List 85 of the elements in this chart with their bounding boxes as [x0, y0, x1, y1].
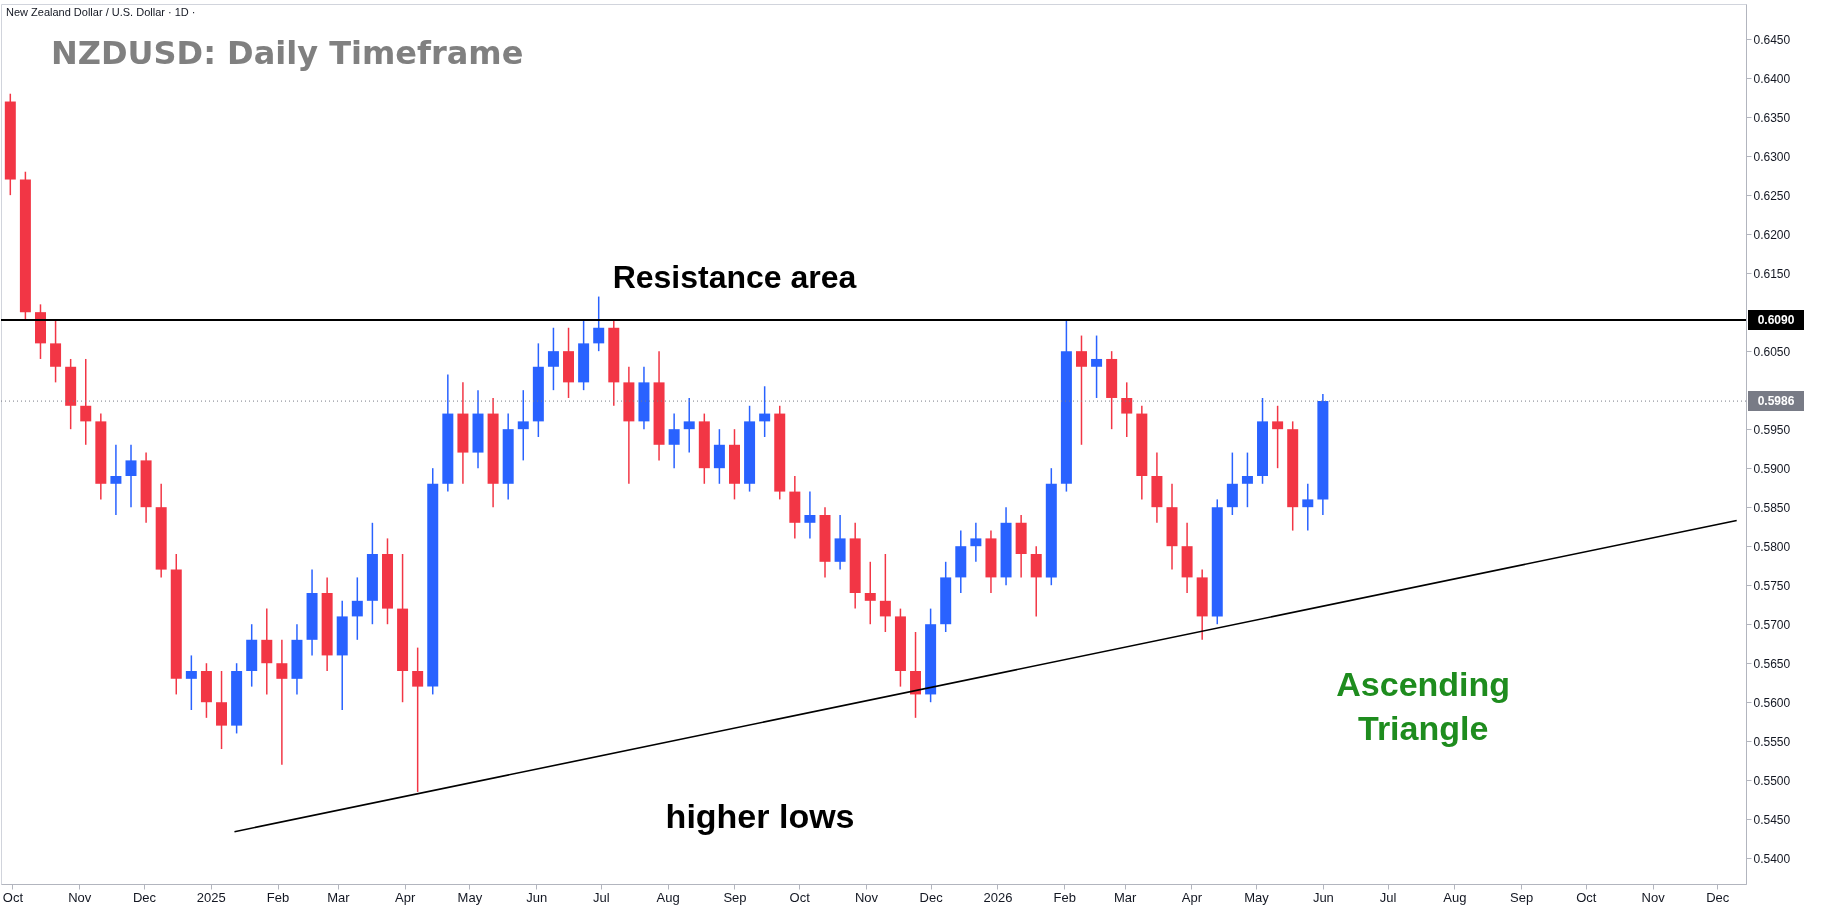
candlestick [683, 397, 695, 454]
candlestick [547, 327, 559, 391]
y-tick-label: 0.6150 [1753, 266, 1791, 281]
candlestick [834, 514, 846, 571]
y-tick-label: 0.5700 [1753, 617, 1791, 632]
y-tick-label: 0.6350 [1753, 110, 1791, 125]
y-tick-label: 0.5950 [1753, 422, 1791, 437]
x-tick-label: Dec [132, 889, 157, 905]
y-tick-label: 0.5650 [1753, 656, 1791, 671]
candlestick [261, 607, 273, 696]
y-tick-label: 0.5450 [1753, 812, 1791, 827]
candlestick [1241, 451, 1253, 508]
y-tick-label: 0.5900 [1753, 461, 1791, 476]
y-tick-label: 0.5850 [1753, 500, 1791, 515]
x-tick-label: Dec [1706, 889, 1730, 905]
x-tick-label: Mar [327, 889, 351, 905]
y-tick-label: 0.6300 [1753, 149, 1791, 164]
x-tick-label: Feb [266, 889, 290, 905]
x-tick-label: 2026 [983, 889, 1013, 905]
candlestick [759, 385, 771, 438]
x-tick-label: Dec [919, 889, 944, 905]
x-tick-label: Apr [395, 889, 417, 905]
y-tick-label: 0.5500 [1753, 773, 1791, 788]
candlestick [879, 553, 891, 633]
x-tick-label: 2025 [196, 889, 226, 905]
candlestick [1121, 381, 1133, 438]
ref-line-label: 0.5986 [1757, 394, 1795, 409]
x-tick-label: Nov [854, 889, 879, 905]
candlestick [276, 639, 288, 766]
chart-title: New Zealand Dollar / U.S. Dollar · 1D · [6, 6, 196, 18]
text: NZDUSD: Daily Timeframe [51, 34, 524, 72]
candlestick [910, 631, 922, 719]
candlestick [668, 412, 680, 469]
y-tick-label: 0.6200 [1753, 227, 1791, 242]
annotation: higher lows [665, 797, 855, 835]
x-tick-label: Apr [1181, 889, 1203, 905]
y-tick-label: 0.5400 [1753, 851, 1791, 866]
x-tick-label: Jun [526, 889, 548, 905]
x-tick-label: May [457, 889, 483, 905]
candlestick [412, 646, 424, 793]
x-tick-label: Jun [1312, 889, 1334, 905]
x-tick-label: Nov [1641, 889, 1666, 905]
candlestick [185, 654, 197, 711]
y-tick-label: 0.6250 [1753, 188, 1791, 203]
candlestick [864, 561, 876, 625]
candlestick [970, 522, 982, 563]
candlestick [804, 490, 816, 540]
candlestick [593, 295, 605, 352]
x-tick-label: Oct [789, 889, 811, 905]
candlestick [80, 358, 92, 446]
x-tick-label: Jul [593, 889, 610, 905]
candlestick [1075, 334, 1087, 446]
candlestick [216, 670, 228, 750]
x-tick-label: Nov [68, 889, 92, 905]
annotation: Resistance area [612, 258, 857, 295]
candlestick [1030, 545, 1042, 618]
candlestick [351, 576, 363, 641]
candlestick [517, 389, 529, 462]
x-tick-label: Aug [1443, 889, 1467, 905]
candlestick [1302, 483, 1314, 532]
y-tick-label: 0.6050 [1753, 344, 1791, 359]
candlestick [1226, 451, 1238, 516]
y-tick-label: 0.5750 [1753, 578, 1791, 593]
ref-line-label: 0.6090 [1757, 312, 1795, 327]
y-tick-label: 0.5600 [1753, 695, 1791, 710]
x-tick-label: Feb [1053, 889, 1076, 905]
candlestick [1091, 334, 1103, 399]
candlestick [713, 428, 725, 485]
x-tick-label: Sep [723, 889, 747, 905]
y-tick-label: 0.5550 [1753, 734, 1791, 749]
x-tick-label: Oct [1576, 889, 1597, 905]
candlestick [50, 319, 62, 384]
y-tick-label: 0.5800 [1753, 539, 1791, 554]
x-tick-label: Aug [656, 889, 680, 905]
x-tick-label: Oct [2, 889, 24, 905]
x-tick-label: May [1244, 889, 1270, 905]
y-tick-label: 0.6450 [1753, 32, 1791, 47]
x-tick-label: Jul [1379, 889, 1397, 905]
candlestick [110, 444, 122, 516]
x-tick-label: Sep [1510, 889, 1534, 905]
y-tick-label: 0.6400 [1753, 71, 1791, 86]
candlestick [125, 444, 137, 508]
candlestick [1272, 405, 1284, 469]
annotation: Ascending Triangle [1336, 665, 1511, 747]
x-tick-label: Mar [1113, 889, 1137, 905]
